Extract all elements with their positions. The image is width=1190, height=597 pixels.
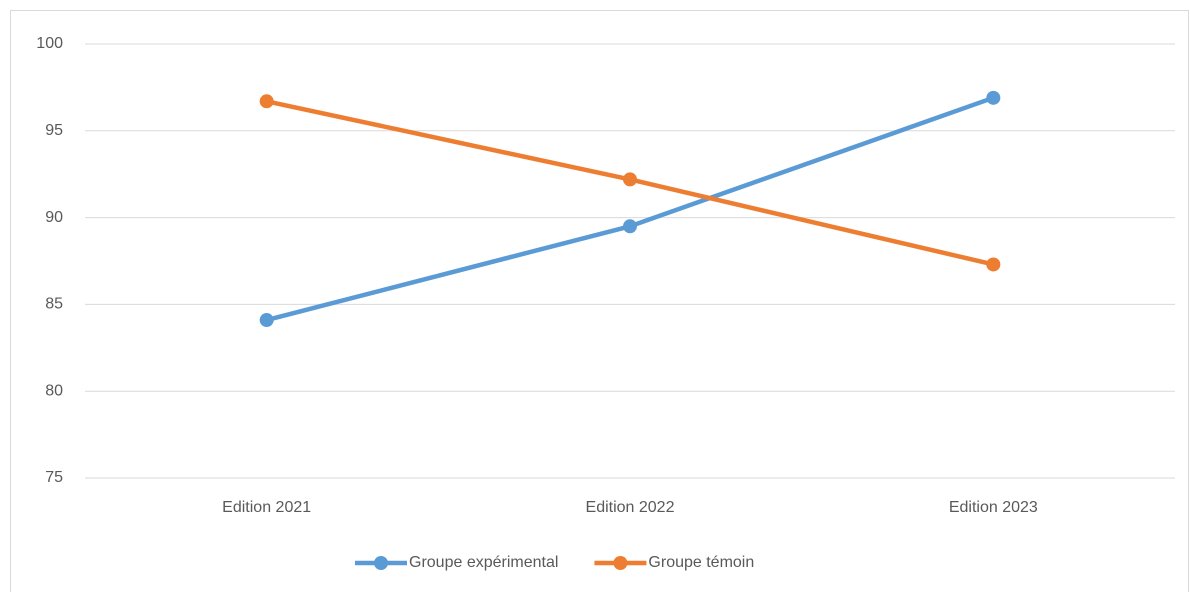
legend-label: Groupe témoin	[648, 554, 754, 571]
chart-frame	[10, 10, 1189, 597]
legend-marker	[374, 556, 388, 570]
x-tick-label: Edition 2022	[586, 499, 675, 516]
data-point	[259, 94, 274, 109]
x-tick-label: Edition 2021	[222, 499, 311, 516]
data-point	[623, 219, 637, 234]
y-tick-label: 75	[45, 469, 63, 486]
y-tick-label: 90	[45, 209, 63, 226]
y-tick-label: 100	[36, 35, 63, 52]
data-point	[259, 313, 274, 328]
legend-label: Groupe expérimental	[409, 554, 558, 571]
data-point	[986, 90, 1001, 105]
y-tick-label: 95	[45, 122, 63, 139]
y-tick-label: 80	[45, 382, 63, 399]
data-point	[986, 257, 1001, 272]
x-tick-label: Edition 2023	[949, 499, 1038, 516]
y-tick-label: 85	[45, 296, 63, 313]
data-point	[623, 172, 637, 187]
legend-marker	[613, 556, 628, 570]
